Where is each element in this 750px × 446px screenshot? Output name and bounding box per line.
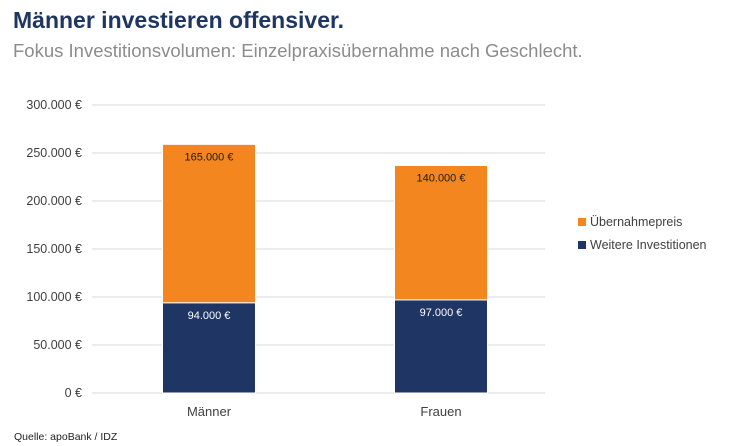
legend-label: Weitere Investitionen bbox=[590, 238, 707, 252]
chart-subtitle: Fokus Investitionsvolumen: Einzelpraxisü… bbox=[13, 40, 583, 61]
y-tick-label: 250.000 € bbox=[26, 146, 82, 160]
data-label: 165.000 € bbox=[185, 151, 234, 163]
bar-segment bbox=[162, 143, 256, 304]
x-tick-label: Frauen bbox=[420, 404, 461, 419]
y-tick-label: 0 € bbox=[65, 386, 82, 400]
source-note: Quelle: apoBank / IDZ bbox=[14, 431, 118, 443]
y-tick-label: 300.000 € bbox=[26, 98, 82, 112]
data-label: 140.000 € bbox=[417, 172, 466, 184]
bar-segment bbox=[394, 164, 488, 301]
y-tick-label: 200.000 € bbox=[26, 194, 82, 208]
y-tick-label: 50.000 € bbox=[33, 338, 82, 352]
legend-label: Übernahmepreis bbox=[590, 215, 682, 229]
chart-title: Männer investieren offensiver. bbox=[13, 7, 345, 33]
y-tick-label: 150.000 € bbox=[26, 242, 82, 256]
bar-segment bbox=[162, 302, 256, 394]
y-tick-label: 100.000 € bbox=[26, 290, 82, 304]
data-label: 94.000 € bbox=[188, 310, 231, 322]
legend-swatch bbox=[578, 241, 586, 249]
x-tick-label: Männer bbox=[187, 404, 232, 419]
bar-segment bbox=[394, 299, 488, 394]
legend-swatch bbox=[578, 218, 586, 226]
data-label: 97.000 € bbox=[420, 307, 463, 319]
